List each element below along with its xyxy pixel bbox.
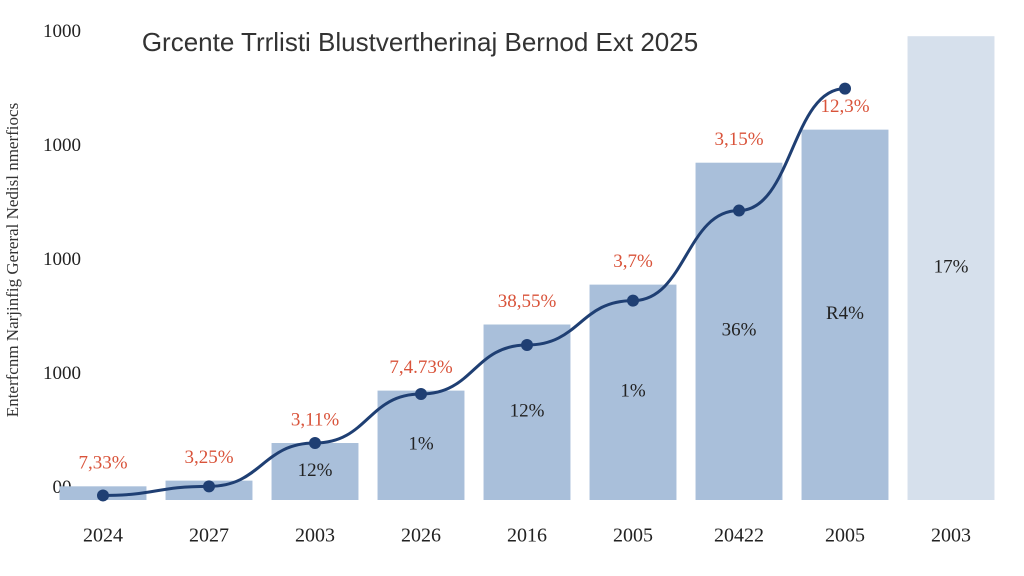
data-label: 3,11% (291, 409, 340, 430)
bar (377, 390, 465, 500)
line-point (309, 437, 321, 450)
bar-label: 1% (408, 434, 434, 455)
bar (483, 324, 571, 500)
bar (589, 284, 677, 500)
bar-label: R4% (826, 303, 864, 324)
y-axis-title: Enterfcnm Narjinfig Gereral Nedisl nmerf… (3, 103, 22, 417)
y-tick-label: 1000 (43, 21, 81, 42)
line-point (521, 339, 533, 352)
x-tick-label: 2024 (83, 525, 123, 547)
bar-label: 12% (298, 460, 333, 481)
x-tick-label: 2027 (189, 525, 229, 547)
line-point (97, 489, 109, 502)
data-label: 3,7% (613, 251, 653, 272)
y-tick-label: 1000 (43, 249, 81, 270)
chart-title: Grcente Trrlisti Blustvertherinaj Bernod… (142, 27, 698, 57)
x-tick-label: 20422 (714, 525, 764, 547)
bar-label: 17% (934, 256, 969, 277)
data-label: 7,4.73% (389, 357, 453, 378)
line-point (203, 480, 215, 493)
x-tick-label: 2005 (825, 525, 865, 547)
line-point (415, 388, 427, 401)
data-label: 7,33% (78, 453, 127, 474)
bar-label: 36% (722, 320, 757, 341)
data-label: 38,55% (498, 291, 557, 312)
data-label: 3,25% (184, 447, 233, 468)
x-tick-label: 2016 (507, 525, 547, 547)
x-tick-label: 2026 (401, 525, 441, 547)
data-label: 12,3% (820, 96, 869, 117)
x-tick-label: 2005 (613, 525, 653, 547)
y-tick-label: 1000 (43, 363, 81, 384)
bar (271, 443, 359, 500)
bar (907, 36, 995, 501)
bar-label: 12% (510, 401, 545, 422)
line-point (839, 82, 851, 95)
x-tick-label: 2003 (295, 525, 335, 547)
y-tick-label: 1000 (43, 135, 81, 156)
bar (695, 162, 783, 500)
line-point (627, 294, 639, 307)
bar (801, 129, 889, 500)
bar-label: 1% (620, 381, 646, 402)
data-label: 3,15% (714, 129, 763, 150)
line-point (733, 204, 745, 217)
x-tick-label: 2003 (931, 525, 971, 547)
